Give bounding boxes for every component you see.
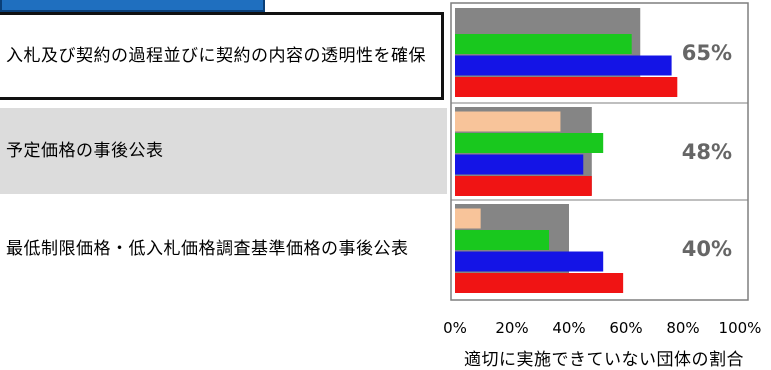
series-bar xyxy=(455,208,481,229)
series-bar xyxy=(455,154,584,175)
category-label-text: 最低制限価格・低入札価格調査基準価格の事後公表 xyxy=(6,239,409,259)
overall-percent-label: 40% xyxy=(682,237,732,261)
x-tick-label: 20% xyxy=(495,319,528,337)
x-tick-label: 100% xyxy=(719,319,762,337)
x-axis-title: 適切に実施できていない団体の割合 xyxy=(464,350,744,370)
category-label-text: 入札及び契約の過程並びに契約の内容の透明性を確保 xyxy=(6,46,426,66)
overall-percent-label: 48% xyxy=(682,140,732,164)
overall-percent-label: 65% xyxy=(682,41,732,65)
x-tick-label: 40% xyxy=(552,319,585,337)
series-bar xyxy=(455,77,678,97)
category-label-price-disclosure: 予定価格の事後公表 xyxy=(0,108,447,194)
header-tab xyxy=(0,0,265,12)
x-tick-label: 80% xyxy=(666,319,699,337)
series-bar xyxy=(455,34,632,54)
x-tick-label: 60% xyxy=(609,319,642,337)
x-tick-label: 0% xyxy=(443,319,467,337)
series-bar xyxy=(455,133,604,153)
series-bar xyxy=(455,176,592,196)
series-bar xyxy=(455,273,624,293)
category-label-min-price-disclosure: 最低制限価格・低入札価格調査基準価格の事後公表 xyxy=(0,204,447,294)
series-bar xyxy=(455,251,604,272)
series-bar xyxy=(455,230,550,250)
category-label-text: 予定価格の事後公表 xyxy=(6,141,164,161)
series-bar xyxy=(455,55,672,76)
category-label-transparency: 入札及び契約の過程並びに契約の内容の透明性を確保 xyxy=(0,12,444,100)
series-bar xyxy=(455,111,561,132)
